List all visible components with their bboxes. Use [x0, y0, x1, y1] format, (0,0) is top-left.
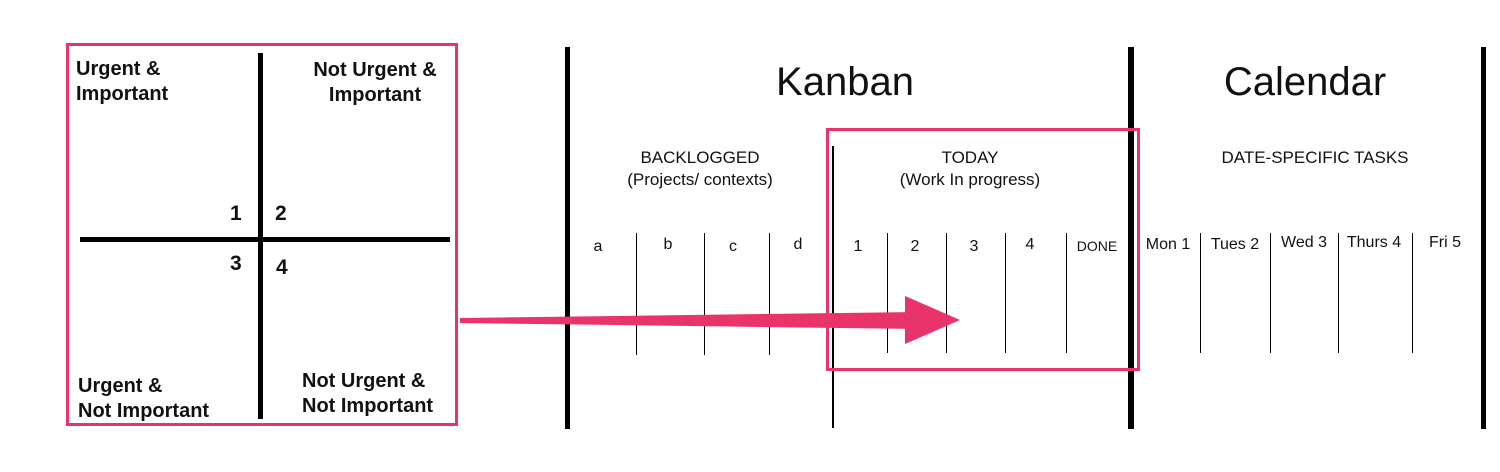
column-divider: [1200, 233, 1201, 353]
kanban-title: Kanban: [776, 60, 914, 104]
calendar-column-fri: Fri 5: [1429, 234, 1461, 251]
quadrant-2-label: Not Urgent & Important: [300, 58, 450, 108]
backlog-column-d: d: [793, 236, 803, 253]
backlog-column-a: a: [593, 238, 603, 255]
quadrant-1-label-line-2: Important: [76, 83, 169, 105]
today-column-1: 1: [853, 238, 863, 255]
quadrant-2-label-line-2: Important: [328, 84, 422, 106]
column-divider: [1066, 233, 1067, 353]
kanban-calendar-divider: [1128, 47, 1134, 429]
today-column-2: 2: [910, 238, 920, 255]
calendar-right-border: [1481, 47, 1486, 429]
calendar-title: Calendar: [1223, 60, 1387, 104]
backlogged-label: BACKLOGGED (Projects/ contexts): [580, 147, 820, 191]
today-label-line-1: TODAY: [941, 148, 999, 167]
flow-arrow-shaft: [460, 312, 920, 329]
quadrant-4-number: 4: [276, 256, 288, 279]
quadrant-4-label-line-1: Not Urgent &: [302, 370, 426, 392]
today-label-line-2: (Work In progress): [899, 170, 1041, 189]
column-divider: [1412, 233, 1413, 353]
calendar-column-wed: Wed 3: [1281, 234, 1327, 251]
column-divider: [704, 233, 705, 355]
backlog-column-c: c: [729, 238, 737, 255]
quadrant-1-label-line-1: Urgent &: [76, 58, 161, 80]
calendar-column-thurs: Thurs 4: [1346, 234, 1402, 251]
column-divider: [769, 233, 770, 355]
quadrant-2-number: 2: [275, 202, 287, 225]
quadrant-1-number: 1: [230, 202, 242, 225]
backlog-column-b: b: [663, 236, 673, 253]
matrix-vertical-axis: [258, 53, 263, 419]
kanban-left-border: [565, 47, 570, 429]
quadrant-1-label: Urgent & Important: [76, 57, 168, 107]
date-specific-label: DATE-SPECIFIC TASKS: [1221, 148, 1409, 167]
quadrant-3-label-line-2: Not Important: [78, 400, 210, 422]
today-column-3: 3: [969, 238, 979, 255]
today-column-done: DONE: [1076, 238, 1118, 254]
today-label: TODAY (Work In progress): [855, 147, 1085, 191]
matrix-horizontal-axis: [80, 237, 450, 242]
today-column-4: 4: [1025, 236, 1035, 253]
flow-arrow-head: [905, 296, 960, 344]
today-highlight-box: [826, 128, 1140, 371]
quadrant-4-label-line-2: Not Important: [302, 395, 434, 417]
backlogged-label-line-1: BACKLOGGED: [640, 148, 760, 167]
quadrant-3-label-line-1: Urgent &: [78, 375, 163, 397]
calendar-column-mon: Mon 1: [1145, 236, 1191, 253]
column-divider: [1005, 233, 1006, 353]
quadrant-4-label: Not Urgent & Not Important: [302, 369, 433, 419]
column-divider: [636, 233, 637, 355]
column-divider: [1338, 233, 1339, 353]
quadrant-2-label-line-1: Not Urgent &: [313, 59, 437, 81]
backlogged-label-line-2: (Projects/ contexts): [627, 170, 773, 189]
calendar-column-tues: Tues 2: [1210, 236, 1260, 253]
column-divider: [946, 233, 947, 353]
column-divider: [1270, 233, 1271, 353]
eisenhower-matrix: [66, 43, 458, 426]
quadrant-3-label: Urgent & Not Important: [78, 374, 209, 424]
backlog-today-divider: [832, 146, 834, 428]
column-divider: [887, 233, 888, 353]
quadrant-3-number: 3: [230, 252, 242, 275]
